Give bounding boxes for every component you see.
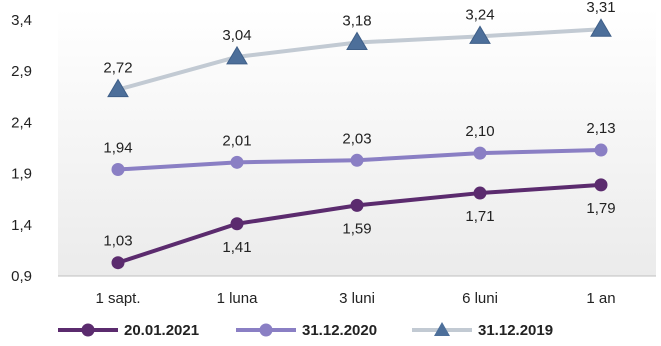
data-label: 2,01 [222,132,251,149]
y-tick-label: 2,9 [11,63,32,80]
data-label: 1,79 [586,200,615,217]
data-label: 2,13 [586,120,615,137]
data-point [473,186,487,200]
data-point [350,153,364,167]
data-point [111,256,125,270]
y-axis: 0,9 1,4 1,9 2,4 2,9 3,4 [11,12,32,285]
data-label: 2,72 [103,60,132,77]
plot-area [58,8,656,276]
y-tick-label: 1,9 [11,166,32,183]
legend-label: 31.12.2020 [302,322,377,339]
x-tick-label: 1 an [586,290,615,307]
data-point [350,198,364,212]
data-label: 1,71 [465,208,494,225]
data-label: 3,18 [342,13,371,30]
legend-label: 20.01.2021 [124,322,199,339]
data-label: 1,41 [222,239,251,256]
x-tick-label: 6 luni [462,290,498,307]
data-label: 2,10 [465,123,494,140]
legend: 20.01.2021 31.12.2020 31.12.2019 [58,322,553,339]
y-tick-label: 2,4 [11,114,32,131]
data-point [590,18,612,37]
data-label: 1,03 [103,233,132,250]
y-tick-label: 1,4 [11,217,32,234]
legend-item: 20.01.2021 [58,322,199,339]
legend-marker [81,323,95,337]
x-tick-label: 1 luna [217,290,259,307]
data-point [230,155,244,169]
data-point [594,178,608,192]
legend-label: 31.12.2019 [478,322,553,339]
y-tick-label: 0,9 [11,268,32,285]
legend-item: 31.12.2019 [412,322,553,339]
y-tick-label: 3,4 [11,12,32,29]
data-point [230,217,244,231]
x-tick-label: 3 luni [339,290,375,307]
x-axis: 1 sapt. 1 luna 3 luni 6 luni 1 an [95,290,615,307]
legend-marker [259,323,273,337]
data-point [346,31,368,51]
series-layer: 1,03 1,41 1,59 1,71 1,79 1,94 2,01 2,03 2,10 2,13… [103,0,616,270]
data-point [107,78,129,98]
legend-marker [434,322,450,336]
data-point [226,45,248,65]
data-label: 3,24 [465,6,494,23]
data-label: 1,59 [342,220,371,237]
data-label: 3,04 [222,27,251,44]
data-point [469,25,491,44]
data-point [473,146,487,160]
legend-item: 31.12.2020 [236,322,377,339]
x-tick-label: 1 sapt. [95,290,140,307]
data-point [111,163,125,177]
data-label: 1,94 [103,140,132,157]
data-point [594,143,608,157]
data-label: 3,31 [586,0,615,16]
data-label: 2,03 [342,130,371,147]
